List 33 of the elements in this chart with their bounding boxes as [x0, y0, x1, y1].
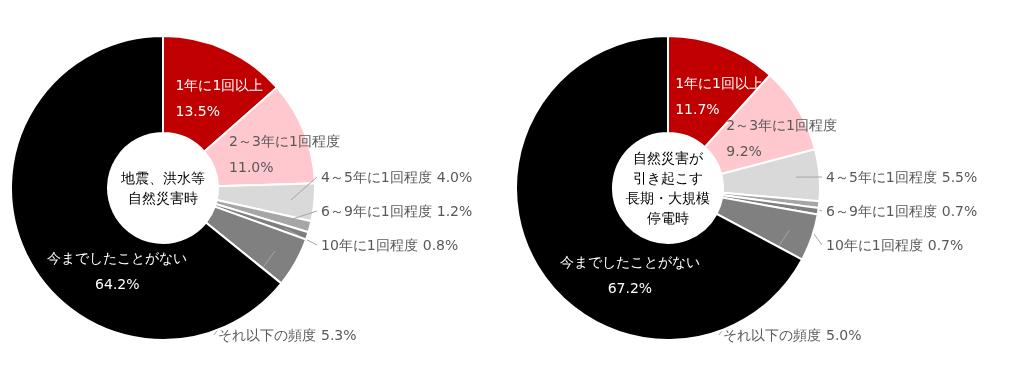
data-label: 9.2% [726, 143, 762, 160]
data-label: 11.7% [675, 100, 720, 117]
data-label: 5.0% [826, 327, 862, 343]
slice-label: 今までしたことがない [559, 253, 700, 270]
slice-label: それ以下の頻度 [723, 327, 821, 343]
data-label: 67.2% [607, 279, 653, 296]
data-label: 0.7% [941, 203, 978, 219]
data-label: 64.2% [95, 275, 140, 292]
slice-label: 4～5年に1回程度 [321, 169, 432, 185]
annotation: 地震、洪水等 [121, 170, 205, 186]
data-label: 5.5% [941, 169, 978, 185]
slice-label: それ以下の頻度 [218, 327, 316, 343]
data-label: 11.0% [229, 158, 274, 175]
data-label: 1.2% [436, 203, 473, 219]
data-label: 13.5% [175, 102, 221, 119]
data-label: 5.3% [321, 327, 357, 343]
slice-label: 10年に1回程度 [826, 237, 923, 253]
slice-label: 2～3年に1回程度 [229, 132, 340, 149]
slice-label: 今までしたことがない [47, 249, 188, 266]
slice-label: 1年に1回以上 [175, 76, 264, 93]
annotation: 停電時 [647, 210, 689, 226]
data-label: 0.8% [422, 237, 459, 253]
slice-label: 10年に1回程度 [321, 237, 418, 253]
annotation: 自然災害が [633, 150, 703, 166]
annotation: 引き起こす [633, 170, 703, 186]
annotation: 長期・大規模 [626, 190, 710, 206]
slice-label: 4～5年に1回程度 [826, 169, 937, 185]
slice-label: 6～9年に1回程度 [826, 203, 937, 219]
slice-label: 2～3年に1回程度 [726, 117, 838, 134]
slice-label: 6～9年に1回程度 [321, 203, 432, 219]
data-label: 4.0% [436, 169, 473, 185]
data-label: 0.7% [927, 237, 964, 253]
annotation: 自然災害時 [128, 190, 198, 206]
